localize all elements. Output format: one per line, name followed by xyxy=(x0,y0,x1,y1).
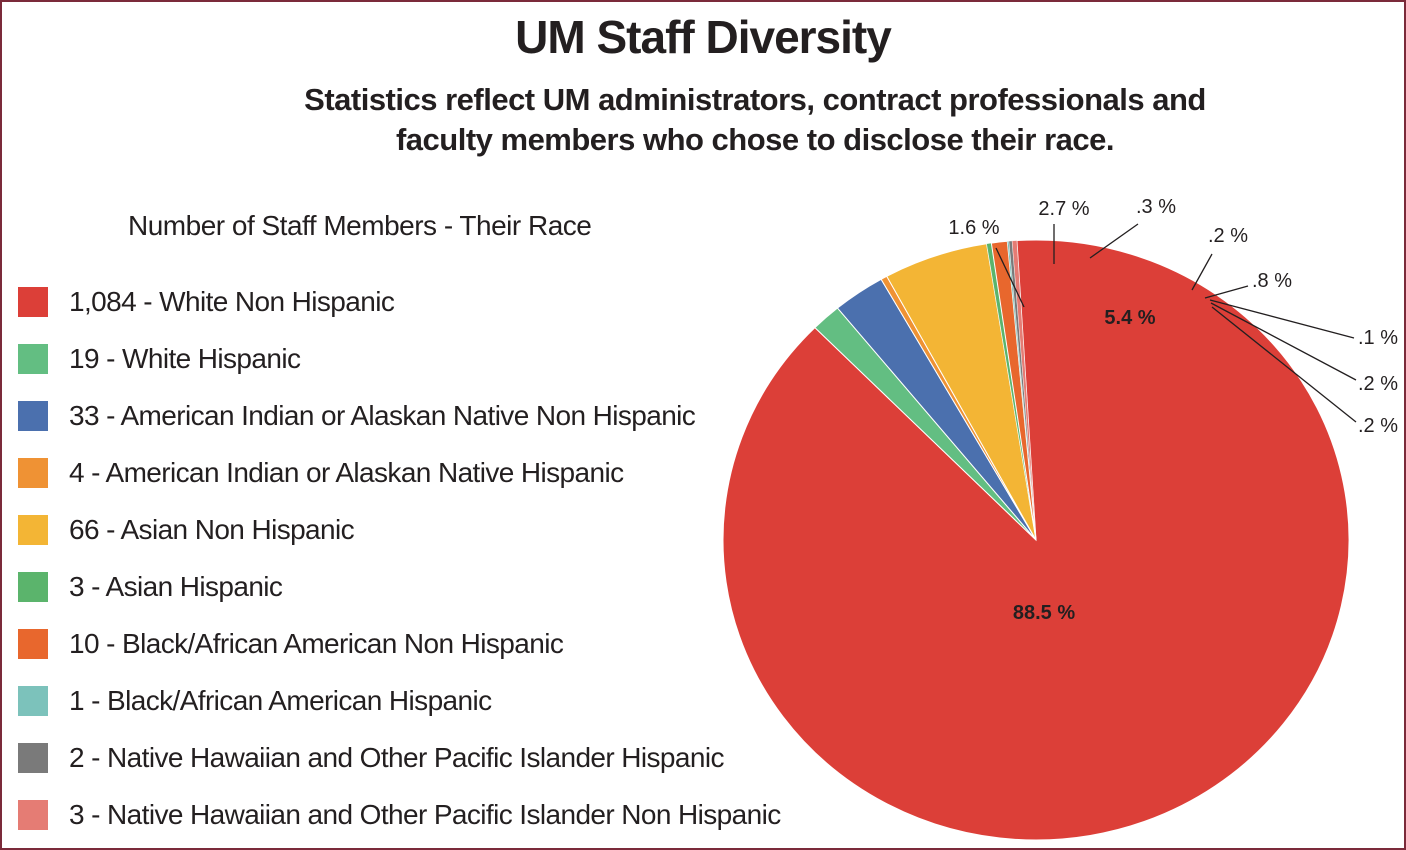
slice-label-white-non-hispanic: 88.5 % xyxy=(1013,602,1075,624)
leader-line-native-hawaiian-and-other-pacific-islander-hispanic xyxy=(1210,302,1357,381)
legend-swatch xyxy=(18,458,48,488)
legend-swatch xyxy=(18,800,48,830)
legend-swatch xyxy=(18,629,48,659)
leader-line-black-african-american-non-hispanic xyxy=(1204,285,1249,299)
legend-label: 2 - Native Hawaiian and Other Pacific Is… xyxy=(69,742,724,773)
legend-label: 33 - American Indian or Alaskan Native N… xyxy=(69,400,696,431)
legend-swatch xyxy=(18,287,48,317)
slice-label-native-hawaiian-and-other-pacific-islander-hispanic: .2 % xyxy=(1358,373,1398,395)
legend-item-american-indian-non-hispanic: 33 - American Indian or Alaskan Native N… xyxy=(18,396,696,436)
slice-label-black-african-american-hispanic: .1 % xyxy=(1358,327,1398,349)
slice-label-white-hispanic: 1.6 % xyxy=(948,217,999,239)
chart-subtitle-line-2: faculty members who chose to disclose th… xyxy=(395,122,1115,157)
leader-line-asian-hispanic xyxy=(1191,253,1213,291)
legend-item-asian-hispanic: 3 - Asian Hispanic xyxy=(18,567,283,607)
slice-label-american-indian-or-alaskan-native-non-hispanic: 2.7 % xyxy=(1038,198,1089,220)
legend-label: 10 - Black/African American Non Hispanic xyxy=(69,628,564,659)
legend-label: 1,084 - White Non Hispanic xyxy=(69,286,395,317)
slice-label-black-african-american-non-hispanic: .8 % xyxy=(1252,270,1292,292)
legend-swatch xyxy=(18,344,48,374)
legend-label: 4 - American Indian or Alaskan Native Hi… xyxy=(69,457,624,488)
leader-line-american-indian-or-alaskan-native-hispanic xyxy=(1089,223,1139,259)
legend-swatch xyxy=(18,743,48,773)
legend-label: 3 - Native Hawaiian and Other Pacific Is… xyxy=(69,799,781,830)
leader-line-native-hawaiian-and-other-pacific-islander-non-hispanic xyxy=(1211,306,1357,423)
legend-label: 19 - White Hispanic xyxy=(69,343,301,374)
legend-item-american-indian-hispanic: 4 - American Indian or Alaskan Native Hi… xyxy=(18,453,624,493)
legend-swatch xyxy=(18,572,48,602)
leader-line-black-african-american-hispanic xyxy=(1209,299,1355,339)
legend-item-white-non-hispanic: 1,084 - White Non Hispanic xyxy=(18,282,395,322)
legend-swatch xyxy=(18,515,48,545)
legend-item-pacific-islander-non-hispanic: 3 - Native Hawaiian and Other Pacific Is… xyxy=(18,795,781,835)
leader-line-white-hispanic xyxy=(995,247,1025,308)
chart-subtitle: Statistics reflect UM administrators, co… xyxy=(202,80,1308,160)
legend-item-black-non-hispanic: 10 - Black/African American Non Hispanic xyxy=(18,624,564,664)
slice-label-asian-hispanic: .2 % xyxy=(1208,225,1248,247)
chart-subtitle-line-1: Statistics reflect UM administrators, co… xyxy=(304,82,1206,117)
legend-item-white-hispanic: 19 - White Hispanic xyxy=(18,339,301,379)
legend-item-pacific-islander-hispanic: 2 - Native Hawaiian and Other Pacific Is… xyxy=(18,738,724,778)
legend-item-asian-non-hispanic: 66 - Asian Non Hispanic xyxy=(18,510,355,550)
pie-slice-native-hawaiian-and-other-pacific-islander-non-hispanic xyxy=(1011,240,1037,541)
slice-label-american-indian-or-alaskan-native-hispanic: .3 % xyxy=(1136,196,1176,218)
legend-heading: Number of Staff Members - Their Race xyxy=(128,210,592,241)
chart-title: UM Staff Diversity xyxy=(515,11,892,63)
legend-label: 66 - Asian Non Hispanic xyxy=(69,514,355,545)
legend-label: 3 - Asian Hispanic xyxy=(69,571,283,602)
legend-item-black-hispanic: 1 - Black/African American Hispanic xyxy=(18,681,492,721)
slice-label-asian-non-hispanic: 5.4 % xyxy=(1104,307,1155,329)
legend-swatch xyxy=(18,686,48,716)
legend-swatch xyxy=(18,401,48,431)
slice-label-native-hawaiian-and-other-pacific-islander-non-hispanic: .2 % xyxy=(1358,415,1398,437)
legend-label: 1 - Black/African American Hispanic xyxy=(69,685,492,716)
